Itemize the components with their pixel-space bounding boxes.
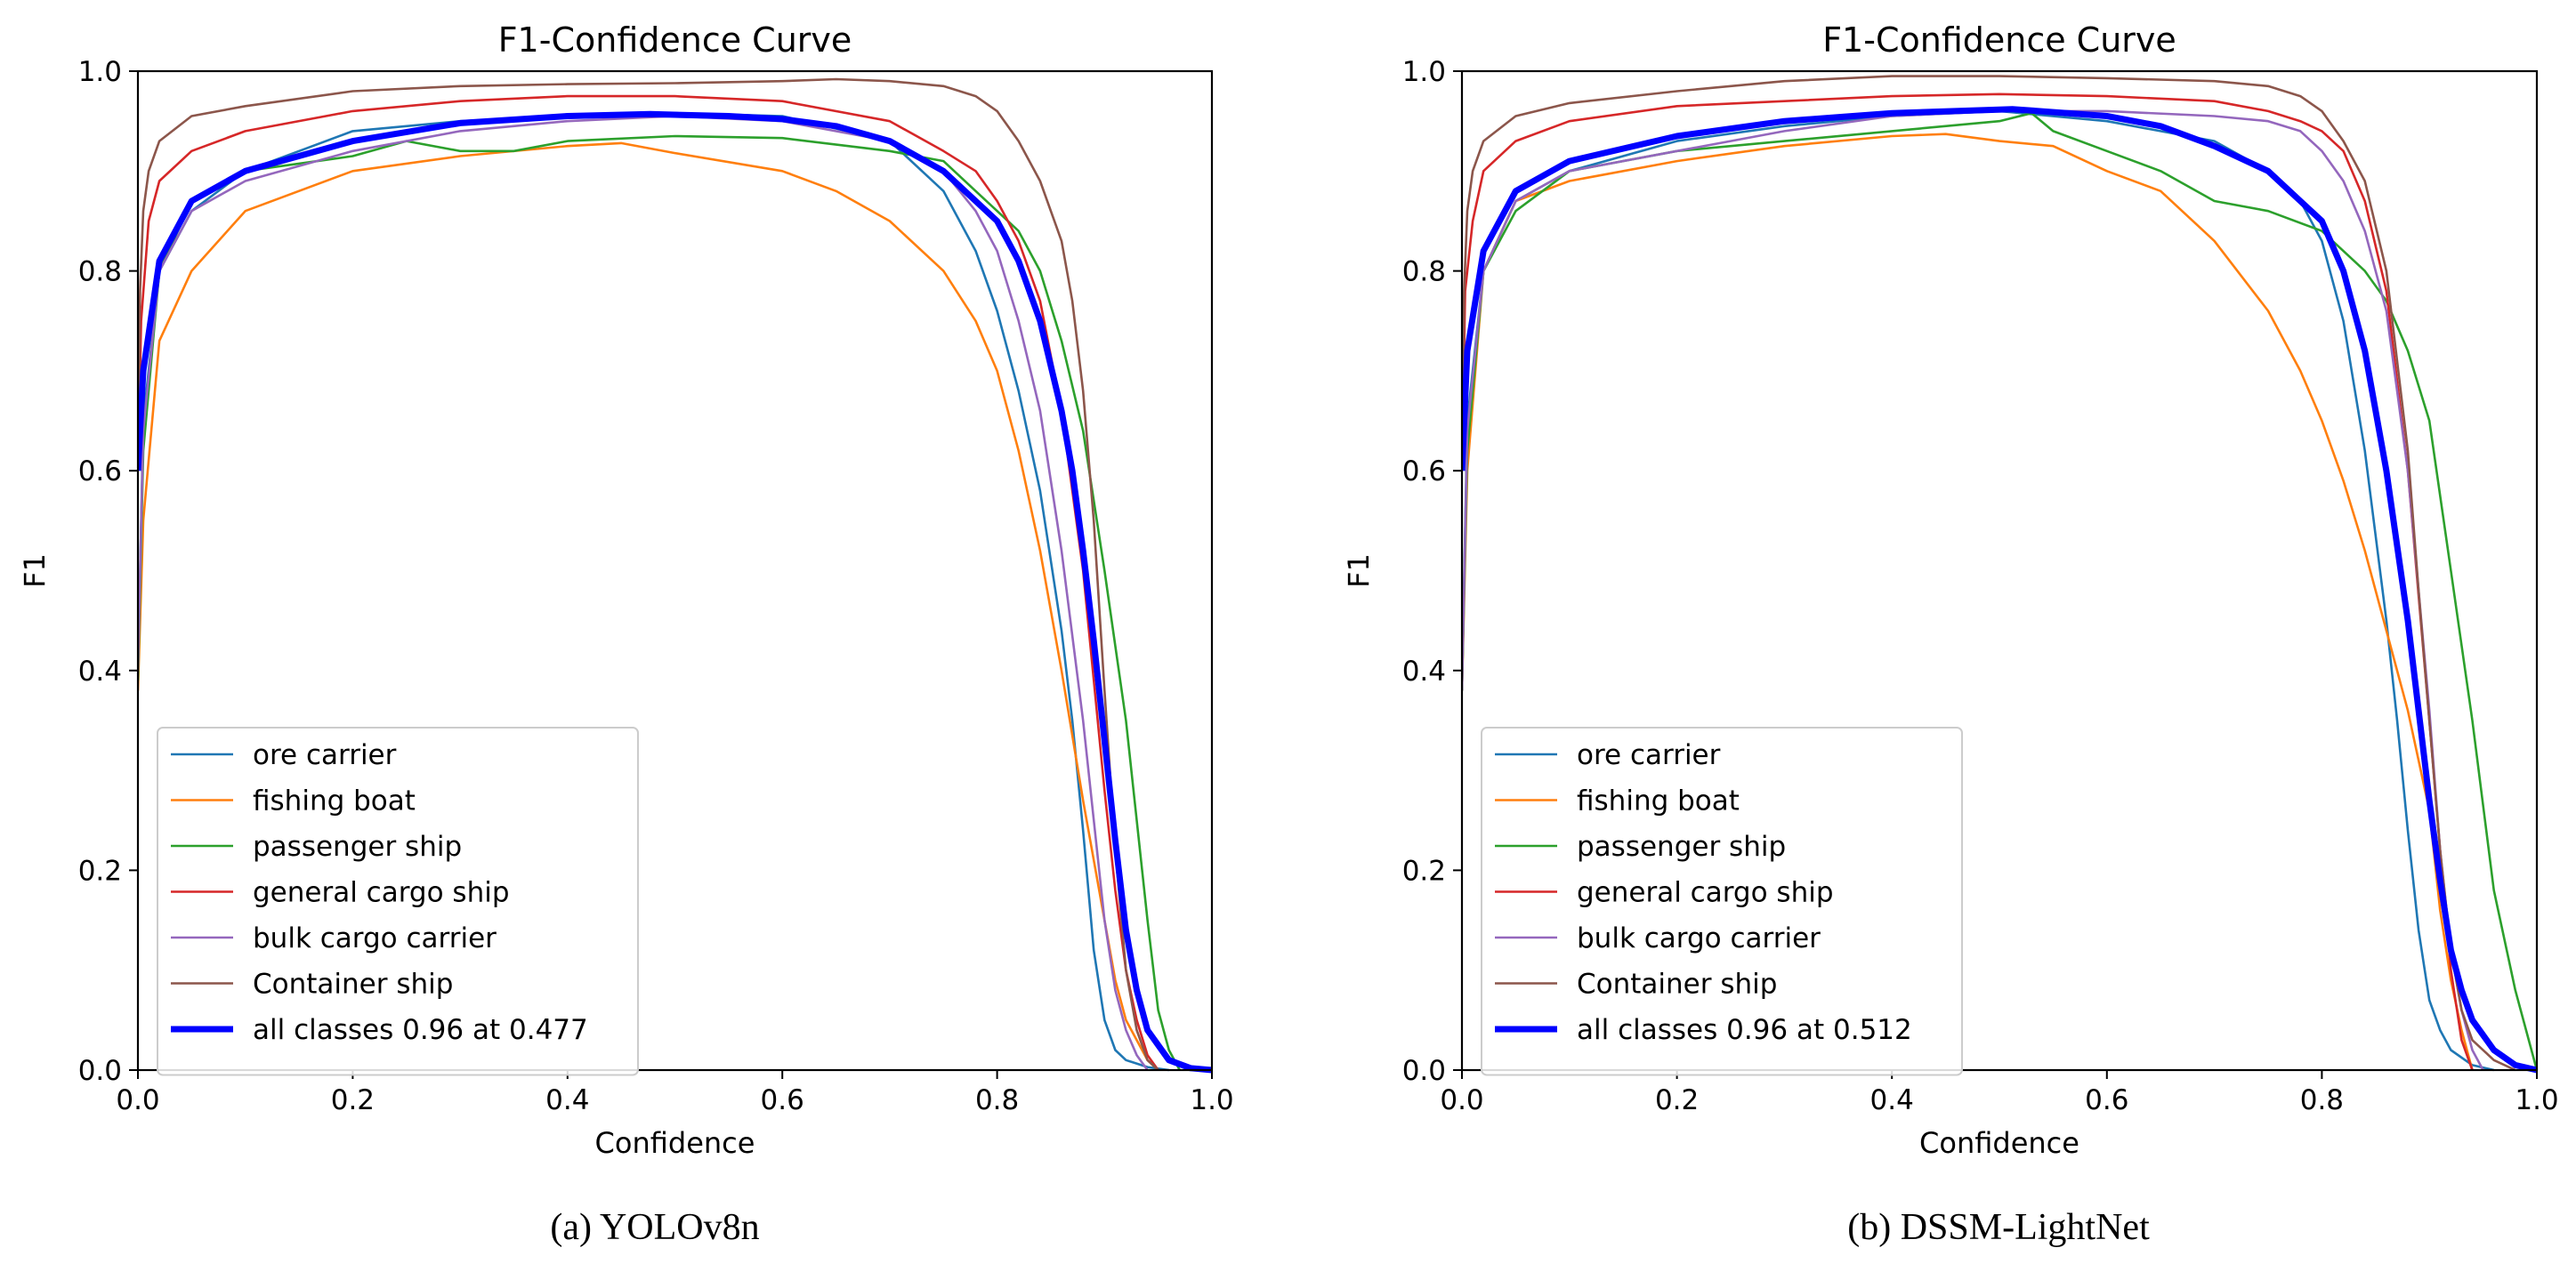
- x-axis-label: Confidence: [595, 1126, 755, 1160]
- plot-frame: [1460, 69, 2539, 1072]
- chart-title: F1-Confidence Curve: [498, 20, 852, 60]
- y-tick-label: 0.6: [1402, 455, 1446, 487]
- y-tick-label: 0.2: [78, 855, 122, 887]
- y-tick-label: 0.0: [78, 1055, 122, 1087]
- series-line-6: [1462, 106, 2538, 1074]
- y-tick-label: 0.2: [1402, 855, 1446, 887]
- x-tick-label: 0.4: [545, 1084, 589, 1116]
- x-tick-label: 0.6: [761, 1084, 804, 1116]
- x-tick-label: 1.0: [1190, 1084, 1233, 1116]
- y-tick-label: 0.6: [78, 455, 122, 487]
- y-tick-label: 0.4: [1402, 656, 1446, 688]
- legend-box: [1481, 727, 1963, 1076]
- legend-label-2: passenger ship: [1577, 831, 1786, 863]
- y-tick-label: 0.0: [1402, 1055, 1446, 1087]
- legend-label-4: bulk cargo carrier: [253, 922, 497, 954]
- legend-label-3: general cargo ship: [253, 877, 510, 909]
- caption-b: (b) DSSM-LightNet: [1847, 1207, 2150, 1248]
- x-axis-label: Confidence: [1919, 1126, 2079, 1160]
- legend: ore carrier fishing boat passenger ship gen…: [157, 727, 639, 1076]
- legend-label-5: Container ship: [253, 969, 453, 1001]
- series-line-6: [138, 110, 1213, 1074]
- y-axis-label: F1: [1342, 553, 1376, 588]
- x-tick-label: 0.8: [975, 1084, 1019, 1116]
- caption-a: (a) YOLOv8n: [550, 1207, 759, 1248]
- legend-label-5: Container ship: [1577, 969, 1777, 1001]
- legend-label-6: all classes 0.96 at 0.477: [253, 1014, 588, 1046]
- legend-label-3: general cargo ship: [1577, 877, 1834, 909]
- y-tick-label: 0.4: [78, 656, 122, 688]
- legend-label-1: fishing boat: [253, 785, 416, 817]
- series-group: [1462, 75, 2539, 1074]
- chart-title: F1-Confidence Curve: [1822, 20, 2176, 60]
- y-tick-label: 1.0: [78, 56, 122, 88]
- chart-panel-b: F1-Confidence Curve 0.0 0.2 0.4 0.6 0.8 1.0 0.0…: [1342, 20, 2559, 1160]
- plot-frame: [136, 69, 1214, 1072]
- x-tick-label: 0.4: [1870, 1084, 1914, 1116]
- series-line-3: [138, 94, 1159, 1071]
- x-tick-label: 0.2: [1655, 1084, 1699, 1116]
- legend-label-0: ore carrier: [253, 739, 397, 771]
- y-axis-label: F1: [18, 553, 52, 588]
- y-tick-label: 0.8: [1402, 256, 1446, 288]
- legend-label-1: fishing boat: [1577, 785, 1740, 817]
- y-tick-label: 1.0: [1402, 56, 1446, 88]
- x-tick-label: 0.8: [2300, 1084, 2344, 1116]
- x-tick-label: 0.0: [1440, 1084, 1483, 1116]
- legend-label-2: passenger ship: [253, 831, 462, 863]
- x-tick-label: 1.0: [2515, 1084, 2558, 1116]
- legend-label-4: bulk cargo carrier: [1577, 922, 1821, 954]
- legend-box: [157, 727, 639, 1076]
- y-tick-label: 0.8: [78, 256, 122, 288]
- legend-label-6: all classes 0.96 at 0.512: [1577, 1014, 1912, 1046]
- x-tick-label: 0.2: [331, 1084, 375, 1116]
- x-tick-label: 0.6: [2085, 1084, 2128, 1116]
- legend-label-0: ore carrier: [1577, 739, 1721, 771]
- chart-panel-a: F1-Confidence Curve 0.0 0.2 0.4 0.6 0.8 1.0 0.0…: [18, 20, 1234, 1160]
- legend: ore carrier fishing boat passenger ship gen…: [1481, 727, 1963, 1076]
- x-tick-label: 0.0: [116, 1084, 159, 1116]
- series-line-5: [138, 77, 1159, 1071]
- series-group: [138, 77, 1213, 1074]
